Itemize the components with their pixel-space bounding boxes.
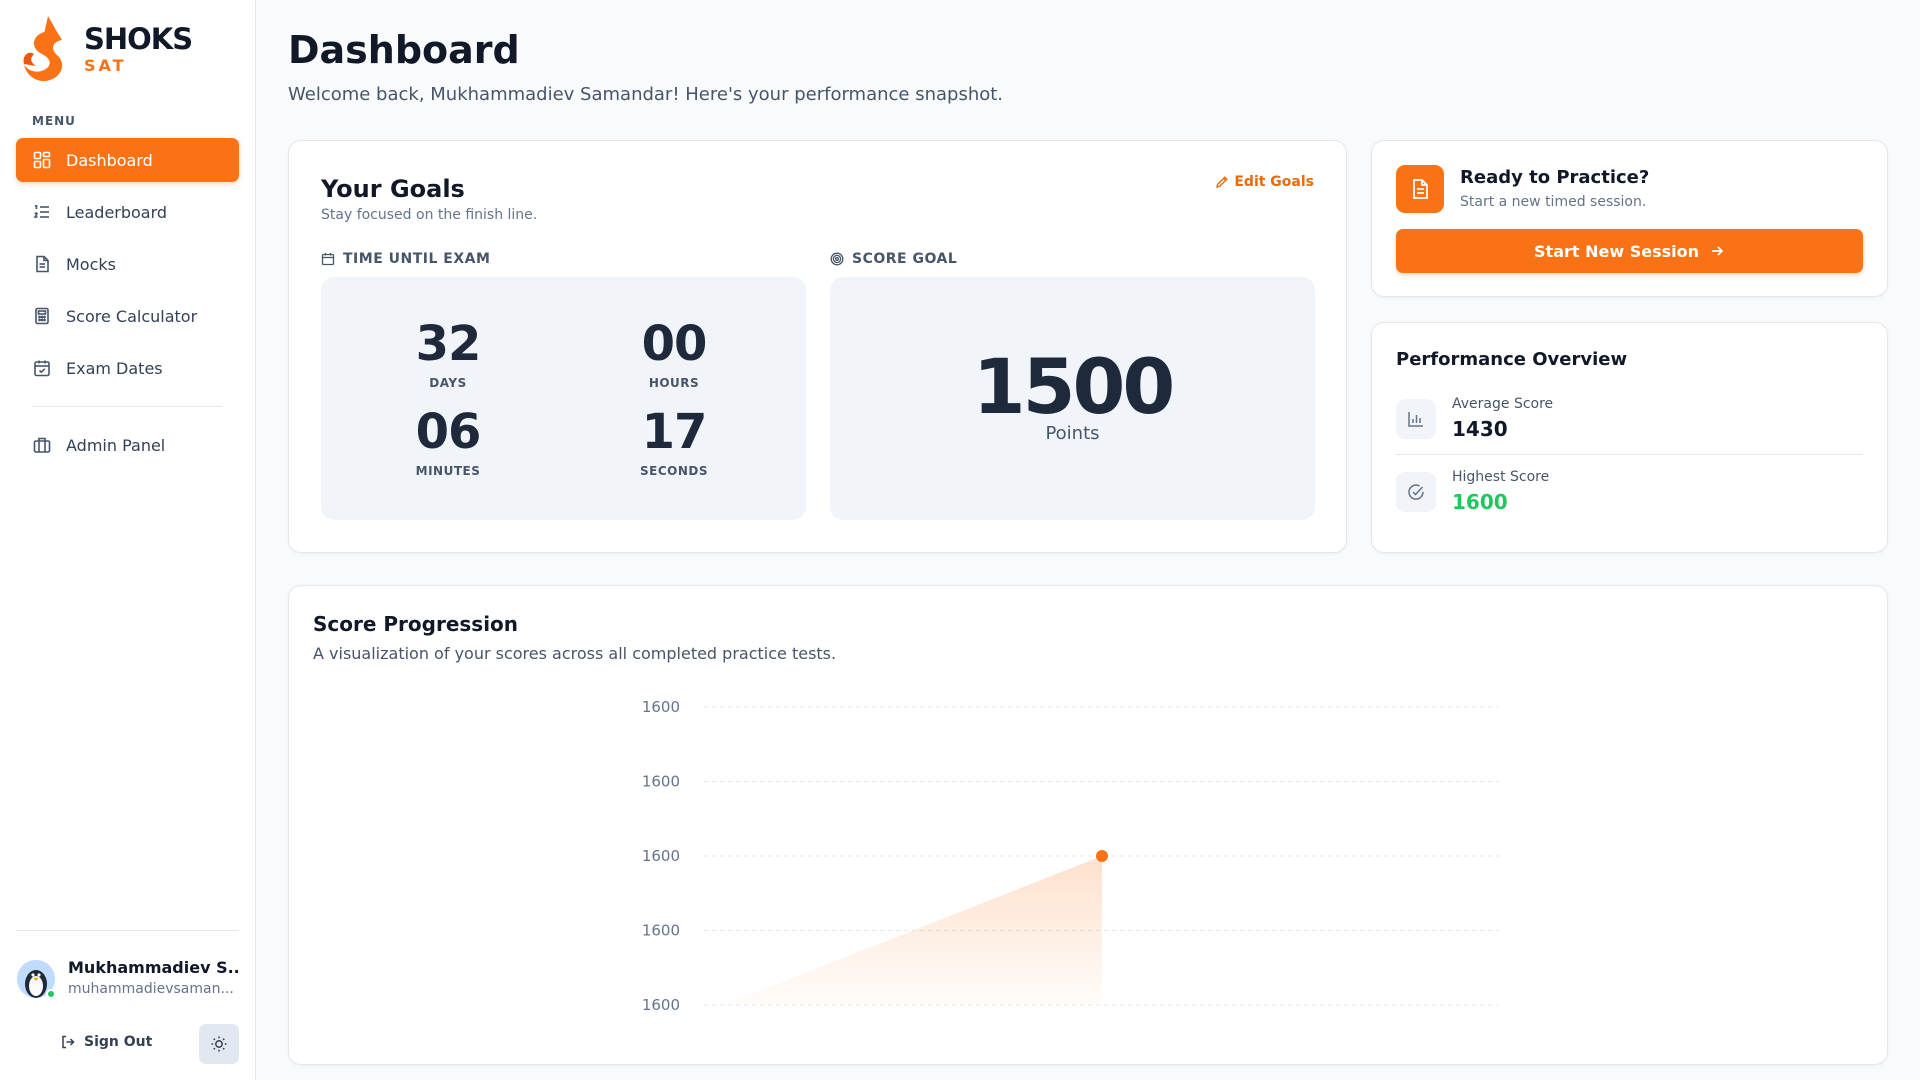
score-progression-card: Score Progression A visualization of you… xyxy=(288,585,1888,1065)
sidebar-item-leaderboard[interactable]: Leaderboard xyxy=(16,190,239,234)
penguin-avatar-icon xyxy=(17,960,55,998)
y-tick-label: 1600 xyxy=(642,996,680,1014)
fox-logo-icon xyxy=(23,16,63,82)
highest-score-label: Highest Score xyxy=(1452,469,1550,485)
sidebar-item-mocks[interactable]: Mocks xyxy=(16,242,239,286)
sidebar-item-dashboard[interactable]: Dashboard xyxy=(16,138,239,182)
sidebar-item-label: Score Calculator xyxy=(66,306,198,326)
y-tick-label: 1600 xyxy=(642,698,680,716)
score-goal-value: 1500 xyxy=(972,342,1176,431)
document-icon xyxy=(36,255,49,273)
page-subtitle: Welcome back, Mukhammadiev Samandar! Her… xyxy=(288,84,1004,105)
theme-toggle-button[interactable] xyxy=(199,1024,239,1064)
highest-score-icon-badge xyxy=(1396,472,1436,512)
countdown-box: 32 DAYS 00 HOURS 06 MINUTES 17 SECONDS xyxy=(321,277,806,520)
score-area xyxy=(724,856,1102,1005)
hours-label: HOURS xyxy=(648,376,700,390)
goals-subtitle: Stay focused on the finish line. xyxy=(321,207,538,223)
sign-out-label: Sign Out xyxy=(84,1034,153,1050)
pencil-icon xyxy=(1216,176,1229,188)
edit-goals-label: Edit Goals xyxy=(1234,174,1314,190)
calendar-icon xyxy=(321,253,335,266)
target-icon xyxy=(830,252,844,266)
practice-icon-badge xyxy=(1396,165,1444,213)
seconds-label: SECONDS xyxy=(640,464,708,478)
y-tick-label: 1600 xyxy=(642,847,680,865)
sun-icon xyxy=(211,1036,227,1052)
chart-title: Score Progression xyxy=(313,612,519,636)
practice-title: Ready to Practice? xyxy=(1460,167,1650,188)
briefcase-icon xyxy=(33,437,51,453)
average-score-label: Average Score xyxy=(1452,396,1554,412)
arrow-right-icon xyxy=(1711,246,1724,256)
score-goal-box: 1500 Points xyxy=(830,277,1315,520)
score-progression-chart: 1600 1600 1600 1600 1600 xyxy=(642,698,1499,1014)
sign-out-icon xyxy=(62,1035,75,1049)
y-tick-label: 1600 xyxy=(642,922,680,940)
menu-section-label: MENU xyxy=(32,114,76,128)
practice-card: Ready to Practice? Start a new timed ses… xyxy=(1371,140,1888,297)
calendar-check-icon xyxy=(34,360,50,377)
y-tick-label: 1600 xyxy=(642,773,680,791)
highest-score-value: 1600 xyxy=(1452,490,1508,514)
sidebar-item-admin-panel[interactable]: Admin Panel xyxy=(16,423,239,467)
countdown-seconds: 17 SECONDS xyxy=(604,408,744,478)
countdown-minutes: 06 MINUTES xyxy=(378,408,518,478)
sidebar-item-label: Admin Panel xyxy=(66,435,166,455)
start-new-session-button[interactable]: Start New Session xyxy=(1396,229,1863,273)
performance-card: Performance Overview Average Score 1430 … xyxy=(1371,322,1888,553)
hours-value: 00 xyxy=(641,316,708,372)
start-session-label: Start New Session xyxy=(1534,241,1699,261)
days-value: 32 xyxy=(415,316,482,372)
check-circle-icon xyxy=(1408,484,1424,500)
page-title: Dashboard xyxy=(288,28,520,72)
bar-chart-icon xyxy=(1408,412,1423,427)
sidebar-item-score-calculator[interactable]: Score Calculator xyxy=(16,294,239,338)
nav-divider xyxy=(32,406,222,407)
score-label-text: SCORE GOAL xyxy=(852,251,958,267)
countdown-hours: 00 HOURS xyxy=(604,320,744,390)
minutes-label: MINUTES xyxy=(415,464,481,478)
brand-logo[interactable]: SHOKS SAT xyxy=(22,14,242,84)
average-score-value: 1430 xyxy=(1452,417,1508,441)
seconds-value: 17 xyxy=(641,404,708,460)
sidebar-item-label: Dashboard xyxy=(66,150,153,170)
countdown-days: 32 DAYS xyxy=(378,320,518,390)
score-goal-label: SCORE GOAL xyxy=(830,251,957,267)
calculator-icon xyxy=(35,307,49,325)
average-score-icon-badge xyxy=(1396,399,1436,439)
goals-card: Your Goals Stay focused on the finish li… xyxy=(288,140,1347,553)
minutes-value: 06 xyxy=(415,404,482,460)
sidebar: SHOKS SAT MENU Dashboard Leaderboard Moc… xyxy=(0,0,256,1080)
list-ordered-icon xyxy=(33,205,49,218)
sidebar-item-exam-dates[interactable]: Exam Dates xyxy=(16,346,239,390)
practice-subtitle: Start a new timed session. xyxy=(1460,194,1647,210)
stat-divider xyxy=(1396,454,1863,455)
goals-title: Your Goals xyxy=(321,175,465,203)
sidebar-item-label: Mocks xyxy=(66,254,116,274)
score-goal-unit: Points xyxy=(1045,423,1100,444)
user-email: muhammadievsaman... xyxy=(68,981,234,997)
days-label: DAYS xyxy=(429,376,467,390)
score-point[interactable] xyxy=(1096,850,1108,862)
brand-subtitle: SAT xyxy=(84,56,127,75)
user-name: Mukhammadiev S... xyxy=(68,958,238,977)
brand-name: SHOKS xyxy=(84,22,193,56)
performance-title: Performance Overview xyxy=(1396,349,1628,370)
sidebar-item-label: Leaderboard xyxy=(66,202,168,222)
document-icon xyxy=(1413,179,1428,199)
sign-out-button[interactable]: Sign Out xyxy=(60,1034,152,1050)
user-divider xyxy=(16,930,239,931)
grid-icon xyxy=(33,151,51,169)
time-until-exam-label: TIME UNTIL EXAM xyxy=(321,251,490,267)
sidebar-item-label: Exam Dates xyxy=(66,358,163,378)
online-status-dot xyxy=(46,989,56,999)
edit-goals-button[interactable]: Edit Goals xyxy=(1215,174,1314,190)
chart-subtitle: A visualization of your scores across al… xyxy=(313,644,837,663)
avatar[interactable] xyxy=(17,960,55,998)
time-label-text: TIME UNTIL EXAM xyxy=(343,251,491,267)
